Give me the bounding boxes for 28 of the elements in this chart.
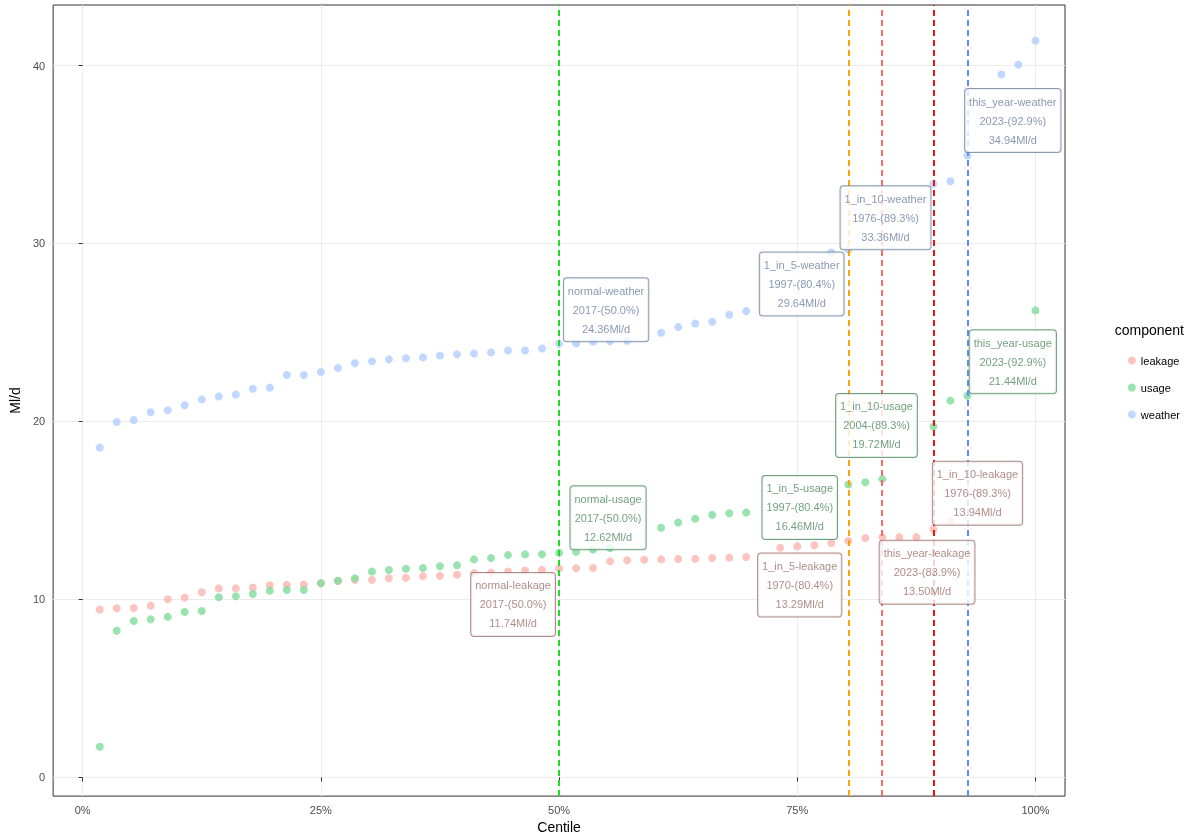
- legend-title: component: [1114, 322, 1185, 338]
- x-tick-label: 100%: [1021, 803, 1050, 816]
- annotation: 1_in_10-usage 2004-(89.3%) 19.72Ml/d: [840, 400, 913, 451]
- y-tick-label: 0: [39, 771, 46, 784]
- legend-label: weather: [1139, 408, 1181, 421]
- annotation: this_year-weather 2023-(92.9%) 34.94Ml/d: [969, 95, 1057, 146]
- y-tick-label: 40: [32, 59, 46, 72]
- y-tick-label: 20: [32, 415, 46, 428]
- x-axis-title: Centile: [537, 819, 582, 835]
- annotation: 1_in_5-leakage 1970-(80.4%) 13.29Ml/d: [762, 559, 838, 610]
- annotation: normal-leakage 2017-(50.0%) 11.74Ml/d: [475, 579, 551, 630]
- annotation: normal-usage 2017-(50.0%) 12.62Ml/d: [574, 492, 642, 543]
- legend-label: leakage: [1140, 354, 1180, 367]
- y-tick-label: 10: [32, 593, 46, 606]
- annotation: this_year-usage 2023-(92.9%) 21.44Ml/d: [973, 336, 1052, 387]
- x-tick-label: 75%: [786, 803, 809, 816]
- annotation: 1_in_5-weather 1997-(80.4%) 29.64Ml/d: [763, 258, 840, 309]
- x-tick-label: 25%: [309, 803, 333, 816]
- legend-label: usage: [1140, 381, 1171, 394]
- annotation: 1_in_10-leakage 1976-(89.3%) 13.94Ml/d: [936, 468, 1019, 519]
- annotation: 1_in_5-usage 1997-(80.4%) 16.46Ml/d: [766, 482, 834, 533]
- annotation: this_year-leakage 2023-(83.9%) 13.50Ml/d: [883, 547, 971, 598]
- x-tick-label: 0%: [74, 803, 91, 816]
- y-axis-title: Ml/d: [7, 387, 23, 414]
- annotation: normal-weather 2017-(50.0%) 24.36Ml/d: [567, 284, 645, 335]
- x-tick-label: 50%: [548, 803, 571, 816]
- annotation: 1_in_10-weather 1976-(89.3%) 33.36Ml/d: [844, 192, 927, 243]
- y-tick-label: 30: [32, 237, 46, 250]
